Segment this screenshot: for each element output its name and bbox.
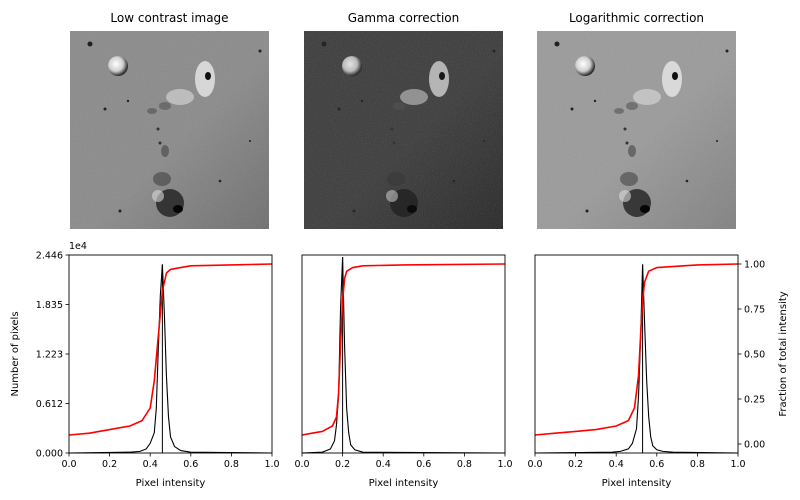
- y2-tick-label: 0.50: [744, 350, 765, 361]
- y2-axis-label: Fraction of total intensity: [778, 291, 789, 416]
- image-title-2: Gamma correction: [348, 11, 460, 25]
- y2-tick-label: 0.75: [744, 305, 765, 316]
- cdf-line: [534, 263, 739, 436]
- x-tick-label: 0.4: [609, 459, 624, 470]
- x-tick-label: 0.8: [457, 459, 472, 470]
- y2-tick-label: 1.00: [744, 260, 765, 271]
- y2-tick-label: 0.25: [744, 395, 765, 406]
- histogram-line: [301, 257, 506, 454]
- y-axis-label: Number of pixels: [10, 311, 21, 396]
- histogram-axes-1: [65, 254, 273, 457]
- x-tick-label: 0.6: [183, 459, 198, 470]
- x-tick-label: 0.4: [376, 459, 391, 470]
- x-tick-label: 0.6: [649, 459, 664, 470]
- image-title-3: Logarithmic correction: [569, 11, 704, 25]
- x-axis-label: Pixel intensity: [602, 478, 672, 489]
- histogram-line: [534, 264, 739, 454]
- histogram-axes-2: [301, 254, 506, 457]
- cdf-line: [68, 263, 273, 436]
- x-tick-label: 0.2: [568, 459, 583, 470]
- y-tick-label: 0.000: [36, 449, 63, 460]
- x-axis-label: Pixel intensity: [136, 478, 206, 489]
- x-tick-label: 1.0: [730, 459, 745, 470]
- y-tick-label: 1.223: [36, 350, 63, 361]
- axes-frame: [301, 254, 506, 454]
- x-tick-label: 0.2: [335, 459, 350, 470]
- x-tick-label: 0.0: [294, 459, 309, 470]
- x-tick-label: 0.0: [527, 459, 542, 470]
- image-panel-2: [304, 31, 503, 229]
- histogram-axes-3: [534, 254, 742, 457]
- x-tick-label: 0.8: [690, 459, 705, 470]
- y2-tick-label: 0.00: [744, 440, 765, 451]
- x-tick-label: 0.8: [224, 459, 239, 470]
- y-tick-label: 0.612: [36, 399, 63, 410]
- x-tick-label: 0.2: [102, 459, 117, 470]
- image-panel-3: [537, 31, 736, 229]
- x-tick-label: 1.0: [264, 459, 279, 470]
- y-scale-label: 1e4: [69, 241, 87, 252]
- x-axis-label: Pixel intensity: [369, 478, 439, 489]
- image-panel-1: [70, 31, 269, 229]
- x-tick-label: 1.0: [497, 459, 512, 470]
- y-tick-label: 2.446: [36, 251, 63, 262]
- x-tick-label: 0.6: [416, 459, 431, 470]
- cdf-line: [301, 263, 506, 436]
- axes-frame: [68, 254, 273, 454]
- x-tick-label: 0.4: [143, 459, 158, 470]
- y-tick-label: 1.835: [36, 300, 63, 311]
- x-tick-label: 0.0: [61, 459, 76, 470]
- image-title-1: Low contrast image: [110, 11, 228, 25]
- histogram-line: [68, 264, 273, 454]
